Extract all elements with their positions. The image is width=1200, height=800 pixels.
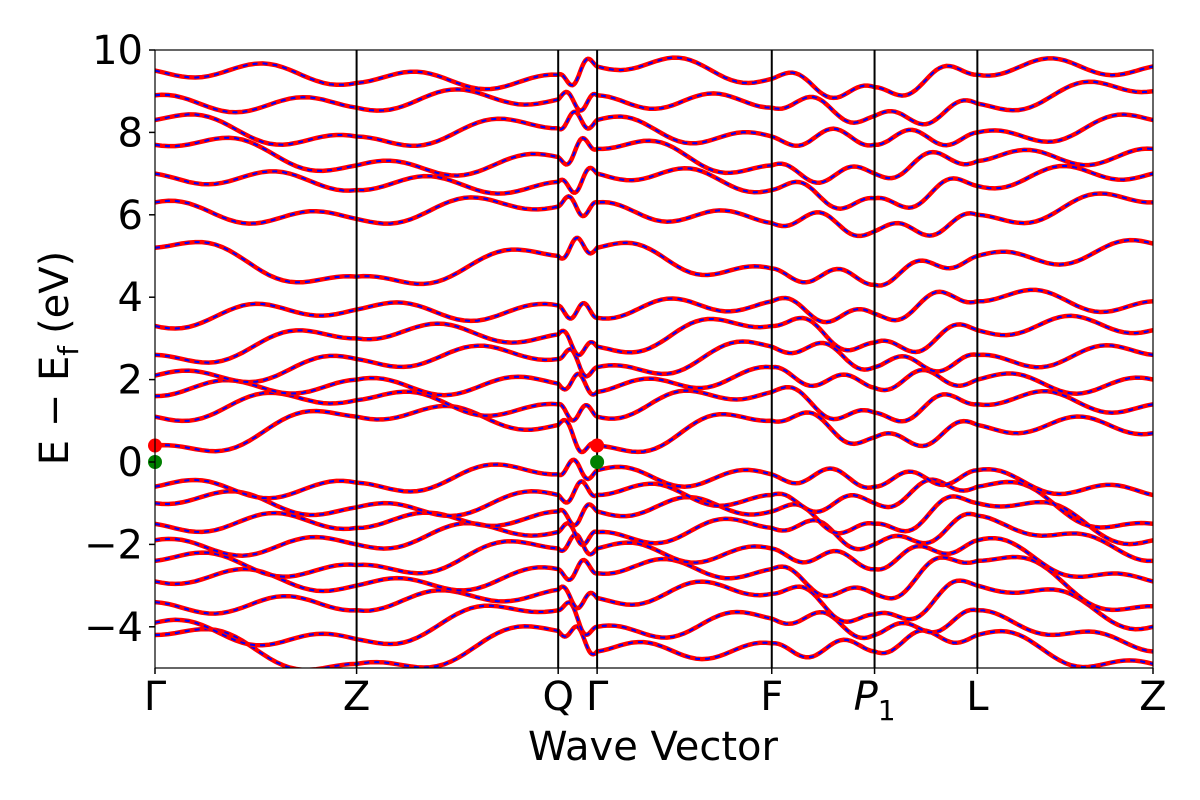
y-ticks-layer: −4 −2 0 2 4 6 8 10: [84, 28, 155, 651]
cbm-marker-3: [590, 438, 605, 453]
band-line-13: [155, 313, 1153, 365]
x-tick-label-3: Γ: [586, 674, 609, 720]
band-line-0: [155, 624, 1153, 668]
band-line-8: [155, 457, 1153, 501]
band-line-17: [155, 163, 1153, 211]
x-tick-label-5: P1: [854, 674, 896, 727]
y-axis-label-unit: (eV): [32, 251, 78, 334]
y-axis-label-subscript: f: [52, 345, 85, 356]
x-ticks-layer: Γ Z Q Γ F P1 L Z: [144, 668, 1167, 727]
y-tick-label-7: 10: [92, 28, 143, 74]
band-line-dashed-5: [155, 512, 1153, 562]
y-tick-label-0: −4: [84, 605, 143, 651]
band-line-dashed-16: [155, 192, 1153, 237]
x-tick-label-0: Γ: [144, 674, 167, 720]
y-tick-label-4: 4: [118, 275, 143, 321]
band-line-dashed-11: [155, 365, 1153, 398]
band-line-dashed-13: [155, 314, 1153, 364]
band-line-20: [155, 79, 1153, 127]
markers-layer: [148, 438, 605, 469]
vbm-marker-2: [590, 455, 605, 469]
y-axis-label: E − Ef (eV): [32, 251, 85, 466]
band-line-dashed-7: [155, 478, 1153, 529]
band-line-15: [155, 235, 1153, 288]
y-tick-label-1: −2: [84, 522, 143, 568]
plot-frame: [154, 49, 1154, 669]
x-axis-label: Wave Vector: [528, 724, 779, 770]
band-line-dashed-6: [155, 495, 1153, 546]
y-tick-label-5: 6: [118, 193, 143, 239]
band-line-dashed-17: [155, 164, 1153, 210]
band-line-dashed-14: [155, 288, 1153, 330]
kpoint-lines-layer: [355, 50, 979, 668]
bands-layer: [155, 55, 1153, 668]
band-line-dashed-19: [155, 110, 1153, 147]
band-line-dashed-4: [155, 533, 1153, 583]
band-line-dashed-2: [155, 579, 1153, 631]
band-line-dashed-18: [155, 136, 1153, 184]
band-line-dashed-10: [155, 386, 1153, 423]
band-line-dashed-1: [155, 601, 1153, 653]
band-line-21: [155, 55, 1153, 101]
band-line-dashed-3: [155, 555, 1153, 611]
y-axis-label-main: E − E: [32, 356, 78, 466]
y-tick-label-6: 8: [118, 110, 143, 156]
band-line-dashed-21: [155, 56, 1153, 99]
band-line-dashed-8: [155, 458, 1153, 500]
y-tick-label-2: 0: [118, 440, 143, 486]
x-tick-label-7: Z: [1139, 674, 1166, 720]
band-line-dashed-12: [155, 340, 1153, 384]
x-tick-label-2: Q: [542, 674, 573, 720]
x-tick-label-6: L: [966, 674, 989, 720]
x-tick-label-4: F: [760, 674, 783, 720]
band-line-9: [155, 403, 1153, 455]
band-line-dashed-15: [155, 236, 1153, 287]
y-tick-label-3: 2: [118, 358, 143, 404]
band-line-dashed-20: [155, 80, 1153, 126]
x-tick-label-1: Z: [343, 674, 370, 720]
band-line-16: [155, 191, 1153, 239]
